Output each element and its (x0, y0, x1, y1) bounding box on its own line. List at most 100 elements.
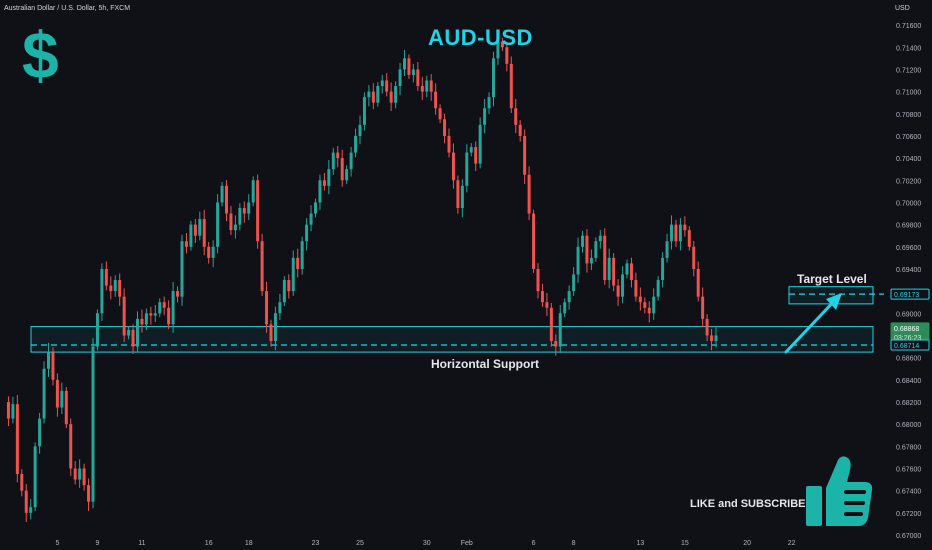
candle (710, 328, 714, 351)
candle (376, 82, 380, 107)
x-tick-label: 6 (532, 540, 536, 547)
y-tick-label: 0.70600 (896, 134, 921, 141)
symbol-label: Australian Dollar / U.S. Dollar, 5h, FXC… (4, 5, 131, 12)
candle (612, 253, 616, 292)
candle (225, 180, 228, 221)
candle (554, 334, 558, 356)
currency-label: USD (895, 5, 910, 12)
candle (207, 242, 211, 264)
like-subscribe-text: LIKE and SUBSCRIBE (690, 498, 806, 510)
candle (674, 219, 678, 247)
candle (100, 263, 104, 321)
horizontal-support-label: Horizontal Support (431, 357, 539, 371)
countdown-label: 03:26:23 (894, 335, 921, 342)
candle (38, 412, 42, 454)
svg-text:0.69173: 0.69173 (894, 292, 919, 299)
y-tick-label: 0.69000 (896, 311, 921, 318)
y-tick-label: 0.68600 (896, 356, 921, 363)
candle (180, 234, 184, 306)
candle (549, 302, 553, 347)
y-tick-label: 0.70000 (896, 200, 921, 207)
candle (345, 165, 349, 185)
candle (643, 297, 647, 314)
candle (420, 76, 424, 100)
candle (336, 146, 340, 168)
y-tick-label: 0.71400 (896, 45, 921, 52)
candle (425, 75, 429, 98)
y-tick-label: 0.69600 (896, 245, 921, 252)
candle (540, 283, 544, 307)
candle (322, 172, 326, 191)
candle (171, 281, 175, 333)
candle (487, 92, 491, 114)
target-price-tag: 0.69173 (890, 288, 930, 300)
y-tick-label: 0.70400 (896, 156, 921, 163)
candle (434, 83, 438, 115)
candle (598, 230, 602, 249)
candle (87, 478, 91, 511)
candle (558, 304, 562, 354)
candle (6, 396, 10, 427)
candle (492, 51, 495, 107)
candle (349, 146, 353, 177)
candle (514, 99, 518, 134)
candle (451, 143, 455, 189)
candle (696, 261, 700, 302)
candle (300, 236, 304, 275)
x-tick-label: 23 (312, 540, 320, 547)
candle (20, 469, 24, 497)
candle (51, 347, 55, 386)
candle (687, 226, 691, 251)
x-tick-label: 18 (245, 540, 253, 547)
candle (460, 179, 464, 218)
y-tick-label: 0.68400 (896, 378, 921, 385)
candle (505, 41, 509, 72)
x-tick-label: 8 (572, 540, 576, 547)
candle (136, 311, 139, 352)
candle (629, 257, 633, 288)
candle (661, 252, 665, 288)
candle (104, 261, 108, 291)
x-tick-label: 20 (743, 540, 751, 547)
y-tick-label: 0.70800 (896, 112, 921, 119)
candle (327, 159, 331, 195)
candle (714, 327, 718, 348)
candle (144, 308, 148, 331)
candle (581, 230, 584, 253)
candle (474, 141, 478, 172)
x-tick-label: 11 (138, 540, 145, 547)
candle (47, 342, 50, 378)
candle (287, 274, 291, 299)
candle (394, 81, 398, 109)
candle (594, 237, 598, 262)
price-tags-layer: 0.69173 0.68868 03:26:230.68714 (890, 288, 930, 351)
y-tick-label: 0.67600 (896, 466, 921, 473)
candle (122, 288, 126, 343)
candle (331, 147, 335, 175)
candle (309, 205, 313, 232)
candle (211, 240, 215, 268)
candle (78, 459, 82, 488)
candle (616, 279, 620, 306)
candle (572, 267, 576, 296)
svg-text:0.68868: 0.68868 (894, 326, 919, 333)
candle (193, 218, 197, 244)
candle (149, 306, 153, 325)
y-tick-label: 0.71000 (896, 90, 921, 97)
target-level-label: Target Level (797, 272, 867, 286)
candle (140, 309, 144, 333)
y-tick-label: 0.67200 (896, 511, 921, 518)
candle (398, 62, 402, 96)
y-tick-label: 0.71200 (896, 67, 921, 74)
candle (278, 293, 282, 320)
candle (247, 194, 251, 221)
candle (362, 92, 366, 131)
x-tick-label: 15 (681, 540, 689, 547)
candle (296, 248, 300, 278)
candle (109, 276, 113, 300)
candle (282, 276, 286, 307)
candle (652, 288, 656, 320)
support-zone (30, 326, 874, 353)
candle (389, 82, 393, 111)
